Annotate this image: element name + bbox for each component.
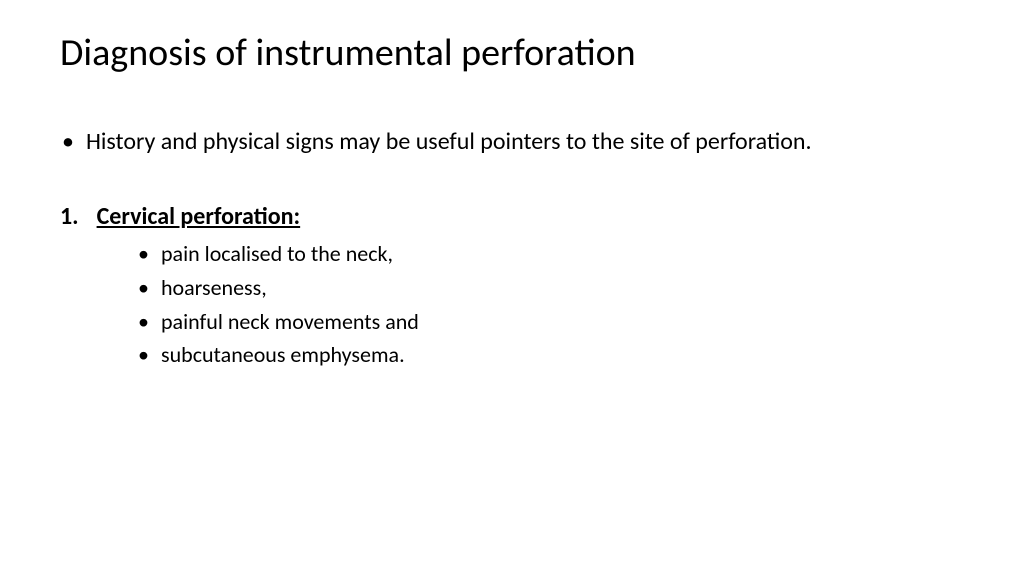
numbered-section: 1. Cervical perforation:: [60, 202, 964, 231]
list-item: • hoarseness,: [138, 273, 964, 303]
slide-title: Diagnosis of instrumental perforation: [60, 30, 964, 76]
section-number: 1.: [60, 202, 79, 231]
sub-item-text: subcutaneous emphysema.: [161, 340, 405, 370]
bullet-marker-icon: •: [138, 307, 149, 337]
intro-bullet: • History and physical signs may be usef…: [60, 126, 964, 157]
sub-item-text: pain localised to the neck,: [161, 239, 393, 269]
sub-item-text: painful neck movements and: [161, 307, 419, 337]
bullet-marker-icon: •: [62, 126, 74, 157]
intro-text: History and physical signs may be useful…: [86, 126, 964, 157]
section-heading: Cervical perforation:: [97, 202, 301, 231]
bullet-marker-icon: •: [138, 340, 149, 370]
sub-bullets-list: • pain localised to the neck, • hoarsene…: [138, 239, 964, 370]
list-item: • painful neck movements and: [138, 307, 964, 337]
bullet-marker-icon: •: [138, 273, 149, 303]
list-item: • subcutaneous emphysema.: [138, 340, 964, 370]
list-item: • pain localised to the neck,: [138, 239, 964, 269]
bullet-marker-icon: •: [138, 239, 149, 269]
sub-item-text: hoarseness,: [161, 273, 267, 303]
